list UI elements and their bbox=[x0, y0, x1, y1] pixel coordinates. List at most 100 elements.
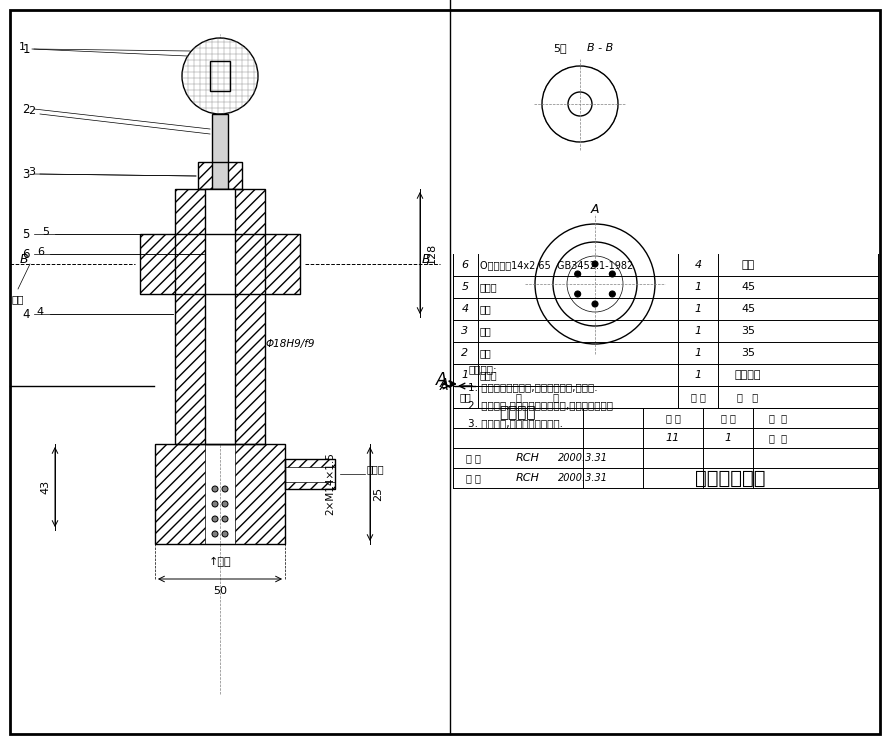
Circle shape bbox=[222, 531, 228, 537]
Text: 6: 6 bbox=[461, 260, 468, 270]
Text: 2. 装配好后,气阀杆的移动应灵活,不得有卡阻现象.: 2. 装配好后,气阀杆的移动应灵活,不得有卡阻现象. bbox=[468, 400, 617, 410]
Text: 2: 2 bbox=[461, 348, 468, 358]
Bar bbox=[235, 444, 285, 544]
Text: 35: 35 bbox=[741, 348, 755, 358]
Text: 35: 35 bbox=[741, 326, 755, 336]
Wedge shape bbox=[543, 67, 574, 98]
Text: A: A bbox=[440, 379, 448, 393]
Text: 50: 50 bbox=[213, 586, 227, 596]
Text: 45: 45 bbox=[741, 304, 755, 314]
Circle shape bbox=[222, 486, 228, 492]
Text: 2000.3.31: 2000.3.31 bbox=[558, 473, 608, 483]
Text: A: A bbox=[591, 202, 599, 216]
Circle shape bbox=[222, 501, 228, 507]
Circle shape bbox=[610, 271, 615, 277]
Text: 2000.3.31: 2000.3.31 bbox=[558, 453, 608, 463]
Text: Φ18H9/f9: Φ18H9/f9 bbox=[265, 339, 315, 349]
Text: 2×M14×1.5: 2×M14×1.5 bbox=[325, 452, 335, 516]
Text: O形密封圈14x2.65  GB3452.1-1982: O形密封圈14x2.65 GB3452.1-1982 bbox=[480, 260, 634, 270]
Bar bbox=[198, 162, 242, 189]
Text: B - B: B - B bbox=[587, 43, 613, 53]
Circle shape bbox=[592, 301, 598, 307]
Text: 1: 1 bbox=[694, 326, 701, 336]
Text: 1: 1 bbox=[694, 304, 701, 314]
Text: 比 例: 比 例 bbox=[666, 413, 681, 423]
Circle shape bbox=[575, 271, 580, 277]
Text: 5: 5 bbox=[22, 228, 29, 240]
Text: 4: 4 bbox=[36, 307, 44, 317]
Text: 5: 5 bbox=[42, 227, 49, 237]
Text: 3: 3 bbox=[28, 167, 35, 177]
Text: 螺母: 螺母 bbox=[480, 326, 492, 336]
Circle shape bbox=[535, 224, 655, 344]
Text: 4: 4 bbox=[461, 304, 468, 314]
Text: 5号: 5号 bbox=[554, 43, 567, 53]
Circle shape bbox=[592, 261, 598, 267]
Text: A: A bbox=[436, 371, 448, 389]
Text: 3. 装配好后,应进行蜜封性试验.: 3. 装配好后,应进行蜜封性试验. bbox=[468, 418, 563, 428]
Text: B: B bbox=[421, 252, 430, 266]
Bar bbox=[265, 234, 300, 294]
Text: 名          称: 名 称 bbox=[516, 392, 560, 402]
Text: B: B bbox=[20, 252, 28, 266]
Bar bbox=[175, 189, 205, 444]
Text: 5: 5 bbox=[461, 282, 468, 292]
Wedge shape bbox=[558, 82, 602, 126]
Text: 4: 4 bbox=[22, 307, 29, 321]
Bar bbox=[205, 189, 235, 444]
Circle shape bbox=[567, 256, 623, 312]
Text: 45: 45 bbox=[741, 282, 755, 292]
Circle shape bbox=[610, 291, 615, 297]
Wedge shape bbox=[586, 67, 617, 98]
Bar bbox=[210, 61, 230, 91]
Text: 2: 2 bbox=[28, 106, 35, 116]
Text: 工作缸: 工作缸 bbox=[367, 464, 384, 474]
Circle shape bbox=[212, 531, 218, 537]
Circle shape bbox=[212, 501, 218, 507]
Bar bbox=[140, 234, 300, 294]
Text: 橡胶: 橡胶 bbox=[741, 260, 755, 270]
Bar bbox=[212, 114, 228, 194]
Text: 25: 25 bbox=[373, 487, 383, 501]
Bar bbox=[140, 234, 175, 294]
Wedge shape bbox=[586, 109, 617, 141]
Bar bbox=[285, 459, 335, 466]
Text: 4: 4 bbox=[694, 260, 701, 270]
Text: 128: 128 bbox=[427, 243, 437, 263]
Text: 6: 6 bbox=[22, 248, 29, 260]
Circle shape bbox=[553, 242, 637, 326]
Text: 3: 3 bbox=[22, 167, 29, 181]
Text: 11: 11 bbox=[666, 433, 680, 443]
Text: 手柄球: 手柄球 bbox=[480, 370, 498, 380]
Circle shape bbox=[222, 516, 228, 522]
Circle shape bbox=[212, 516, 218, 522]
Text: 1: 1 bbox=[694, 348, 701, 358]
Text: 1: 1 bbox=[19, 42, 26, 52]
Bar bbox=[198, 162, 242, 189]
Text: 1: 1 bbox=[461, 370, 468, 380]
Text: A: A bbox=[440, 376, 448, 390]
Text: 手动气阀: 手动气阀 bbox=[500, 405, 537, 420]
Circle shape bbox=[182, 38, 258, 114]
Circle shape bbox=[542, 66, 618, 142]
Text: 阀体: 阀体 bbox=[480, 304, 492, 314]
Text: ↑大气: ↑大气 bbox=[208, 557, 231, 567]
Text: 序号: 序号 bbox=[459, 392, 471, 402]
Bar bbox=[285, 481, 335, 489]
Wedge shape bbox=[543, 109, 574, 141]
Bar bbox=[155, 444, 285, 544]
Bar bbox=[155, 444, 205, 544]
Text: 审 核: 审 核 bbox=[465, 473, 481, 483]
Bar bbox=[235, 189, 265, 444]
Text: 43: 43 bbox=[40, 480, 50, 494]
Circle shape bbox=[575, 291, 580, 297]
Text: 1: 1 bbox=[694, 370, 701, 380]
Text: 材   料: 材 料 bbox=[738, 392, 758, 402]
Text: 数 量: 数 量 bbox=[721, 413, 735, 423]
Text: 气源: 气源 bbox=[12, 294, 24, 304]
Text: 酚醛塑料: 酚醛塑料 bbox=[735, 370, 761, 380]
Text: 1: 1 bbox=[724, 433, 732, 443]
Text: RCH: RCH bbox=[516, 453, 540, 463]
Text: 芯杆: 芯杆 bbox=[480, 348, 492, 358]
Text: 共  页: 共 页 bbox=[769, 433, 787, 443]
